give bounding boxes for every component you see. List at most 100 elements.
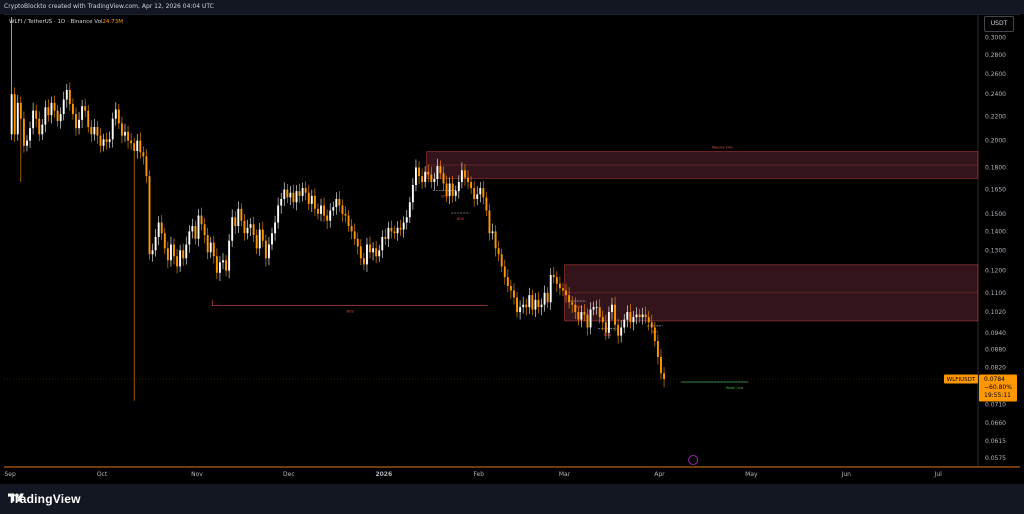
candle-body[interactable] <box>258 229 261 249</box>
candle-body[interactable] <box>369 244 371 253</box>
candle-body[interactable] <box>90 126 93 135</box>
candle-body[interactable] <box>509 285 512 291</box>
candle-body[interactable] <box>546 292 549 303</box>
candle-body[interactable] <box>176 256 179 267</box>
candle-body[interactable] <box>528 295 531 308</box>
candle-body[interactable] <box>494 231 497 249</box>
candle-body[interactable] <box>237 208 240 227</box>
candle-body[interactable] <box>10 94 13 135</box>
candle-body[interactable] <box>378 250 381 257</box>
candle-body[interactable] <box>249 224 252 228</box>
candle-body[interactable] <box>65 89 68 100</box>
candle-body[interactable] <box>433 179 436 182</box>
candle-body[interactable] <box>127 131 129 141</box>
candle-body[interactable] <box>68 89 71 104</box>
candle-body[interactable] <box>93 126 96 135</box>
candle-body[interactable] <box>586 314 589 328</box>
candle-body[interactable] <box>537 299 540 308</box>
candle-body[interactable] <box>130 140 133 144</box>
candle-body[interactable] <box>218 262 221 273</box>
candle-body[interactable] <box>231 217 234 241</box>
candle-body[interactable] <box>102 139 105 146</box>
candle-body[interactable] <box>525 304 528 308</box>
candle-body[interactable] <box>614 304 616 325</box>
candle-body[interactable] <box>583 312 586 315</box>
candle-body[interactable] <box>617 324 620 336</box>
candle-body[interactable] <box>653 327 656 342</box>
candle-body[interactable] <box>295 191 298 203</box>
candle-body[interactable] <box>117 109 120 124</box>
candle-body[interactable] <box>418 167 420 177</box>
candle-body[interactable] <box>29 128 31 141</box>
candle-body[interactable] <box>75 114 77 129</box>
candle-body[interactable] <box>338 199 341 206</box>
candle-body[interactable] <box>316 208 319 214</box>
candle-body[interactable] <box>139 140 142 153</box>
candle-body[interactable] <box>341 205 344 214</box>
candle-body[interactable] <box>476 194 479 200</box>
candle-body[interactable] <box>497 248 500 255</box>
candle-body[interactable] <box>598 307 601 318</box>
candle-body[interactable] <box>255 235 258 249</box>
candle-body[interactable] <box>188 231 191 245</box>
candle-body[interactable] <box>454 191 457 196</box>
candle-body[interactable] <box>464 170 466 178</box>
candle-body[interactable] <box>558 283 561 289</box>
candle-body[interactable] <box>114 109 117 119</box>
candle-body[interactable] <box>252 224 255 236</box>
candle-body[interactable] <box>246 227 249 234</box>
candle-body[interactable] <box>332 207 335 211</box>
candle-body[interactable] <box>78 119 80 129</box>
candle-body[interactable] <box>399 227 402 230</box>
candle-body[interactable] <box>448 183 451 196</box>
candle-body[interactable] <box>62 99 65 115</box>
candle-body[interactable] <box>301 188 304 196</box>
candle-body[interactable] <box>592 307 595 310</box>
candle-body[interactable] <box>457 181 460 192</box>
candle-body[interactable] <box>215 256 218 273</box>
candle-body[interactable] <box>663 373 666 380</box>
candle-body[interactable] <box>629 312 632 323</box>
candle-body[interactable] <box>473 188 476 200</box>
candle-body[interactable] <box>271 233 273 245</box>
candle-body[interactable] <box>595 307 598 308</box>
candle-body[interactable] <box>568 295 571 303</box>
candle-body[interactable] <box>304 188 307 193</box>
candle-body[interactable] <box>356 238 359 247</box>
candle-body[interactable] <box>467 177 469 182</box>
candle-body[interactable] <box>105 139 108 142</box>
candle-body[interactable] <box>350 226 353 232</box>
candle-body[interactable] <box>222 260 224 263</box>
candle-body[interactable] <box>347 215 350 227</box>
candle-body[interactable] <box>562 288 564 291</box>
candle-body[interactable] <box>148 176 151 255</box>
candle-body[interactable] <box>264 240 267 259</box>
candle-body[interactable] <box>142 152 145 157</box>
candle-body[interactable] <box>531 295 534 310</box>
candle-body[interactable] <box>111 118 114 140</box>
candle-body[interactable] <box>96 126 99 136</box>
candle-body[interactable] <box>209 242 212 253</box>
candle-body[interactable] <box>565 290 567 296</box>
candle-body[interactable] <box>543 292 546 305</box>
candle-body[interactable] <box>644 314 647 318</box>
candle-body[interactable] <box>451 183 454 196</box>
candle-body[interactable] <box>421 176 424 182</box>
candle-body[interactable] <box>534 299 537 310</box>
candle-body[interactable] <box>513 290 515 298</box>
candle-body[interactable] <box>381 236 384 251</box>
candle-body[interactable] <box>396 227 399 234</box>
candle-body[interactable] <box>641 314 644 318</box>
candle-body[interactable] <box>200 215 203 225</box>
candle-body[interactable] <box>26 140 28 146</box>
candle-body[interactable] <box>500 254 503 267</box>
candle-body[interactable] <box>482 188 485 198</box>
candle-body[interactable] <box>442 173 445 184</box>
candle-body[interactable] <box>185 244 188 259</box>
candle-body[interactable] <box>375 248 378 257</box>
candle-body[interactable] <box>87 110 90 127</box>
candle-body[interactable] <box>151 250 154 255</box>
candle-body[interactable] <box>372 248 375 253</box>
candle-body[interactable] <box>387 227 390 239</box>
candle-body[interactable] <box>516 297 518 313</box>
